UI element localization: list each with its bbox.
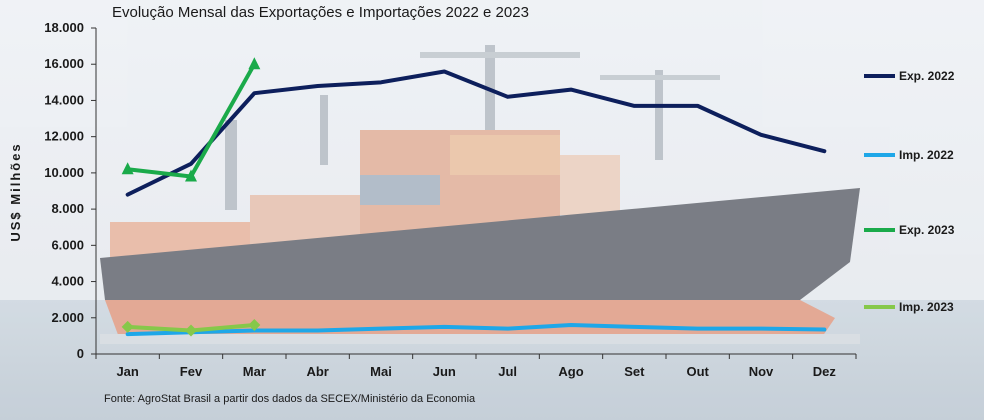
legend-label: Imp. 2023 — [899, 300, 954, 314]
y-tick-label: 14.000 — [44, 92, 84, 107]
x-tick-label: Mar — [243, 364, 266, 379]
x-tick-label: Jan — [116, 364, 138, 379]
y-tick-label: 4.000 — [51, 274, 84, 289]
x-tick-label: Mai — [370, 364, 392, 379]
y-tick-label: 16.000 — [44, 56, 84, 71]
y-tick-label: 18.000 — [44, 20, 84, 35]
y-tick-label: 10.000 — [44, 165, 84, 180]
y-axis-label: US$ Milhões — [8, 142, 23, 241]
series-line-exp-2022 — [125, 69, 827, 197]
y-tick-label: 12.000 — [44, 129, 84, 144]
source-note: Fonte: AgroStat Brasil a partir dos dado… — [104, 393, 476, 405]
x-axis-ticks: Jan Fev Mar Abr Mai Jun Jul Ago Set Out Nov Dez — [95, 354, 857, 379]
data-point-imp-2023 — [248, 319, 261, 332]
legend-label: Exp. 2022 — [899, 69, 955, 83]
x-tick-label: Dez — [813, 364, 837, 379]
x-tick-label: Fev — [180, 364, 203, 379]
x-tick-label: Nov — [749, 364, 774, 379]
data-point-imp-2023 — [185, 324, 197, 337]
series-layer — [121, 57, 827, 337]
y-tick-label: 0 — [77, 346, 84, 361]
x-tick-label: Jun — [433, 364, 456, 379]
x-tick-label: Abr — [306, 364, 328, 379]
x-tick-label: Jul — [498, 364, 517, 379]
legend-label: Imp. 2022 — [899, 148, 954, 162]
y-tick-label: 2.000 — [51, 310, 84, 325]
legend-label: Exp. 2023 — [899, 223, 955, 237]
series-line-imp-2022 — [125, 323, 827, 337]
data-point-exp-2023 — [185, 169, 197, 182]
data-point-exp-2023 — [248, 57, 261, 70]
x-tick-label: Ago — [558, 364, 583, 379]
y-axis-ticks: 0 2.000 4.000 6.000 8.000 10.000 12.000 14.000 1… — [44, 20, 96, 361]
data-point-imp-2023 — [121, 320, 134, 333]
chart-title: Evolução Mensal das Exportações e Import… — [112, 4, 529, 21]
y-tick-label: 8.000 — [51, 201, 84, 216]
x-tick-label: Set — [624, 364, 645, 379]
y-tick-label: 6.000 — [51, 237, 84, 252]
x-tick-label: Out — [686, 364, 709, 379]
legend: Exp. 2022 Imp. 2022 Exp. 2023 Imp. 2023 — [864, 69, 955, 314]
data-point-exp-2023 — [121, 162, 134, 175]
